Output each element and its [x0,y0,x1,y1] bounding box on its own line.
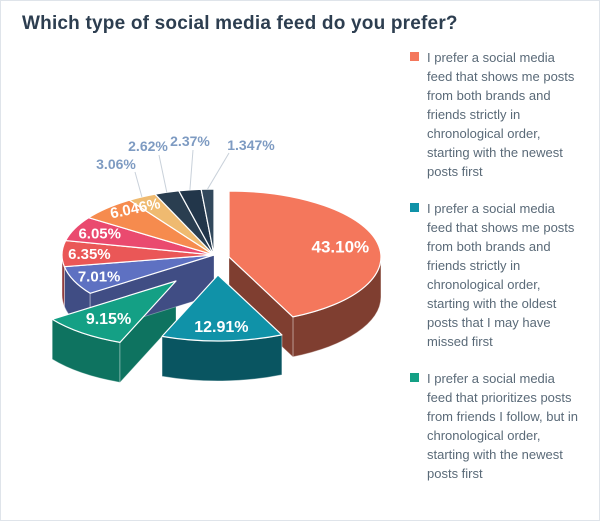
legend-swatch-icon [410,203,419,212]
legend-label: I prefer a social media feed that shows … [427,201,575,349]
slice-value-label: 9.15% [86,311,131,328]
pie-slice[interactable] [200,188,215,256]
callout-line [158,154,168,193]
legend-label: I prefer a social media feed that priori… [427,371,579,481]
legend: I prefer a social media feed that shows … [410,48,592,483]
callout-line [189,149,194,190]
slice-value-label: 2.62% [128,138,168,154]
legend-swatch-icon [410,52,419,61]
pie-slice[interactable] [228,190,382,318]
chart-title: Which type of social media feed do you p… [22,13,458,34]
pie-slice[interactable] [161,274,283,342]
legend-item[interactable]: I prefer a social media feed that shows … [410,48,592,181]
slice-value-label: 2.37% [170,133,210,149]
legend-item[interactable]: I prefer a social media feed that priori… [410,369,592,483]
legend-label: I prefer a social media feed that shows … [427,50,575,179]
callout-line [207,152,230,190]
slice-value-label: 7.01% [78,268,121,285]
slice-value-label: 12.91% [194,319,248,336]
pie-slice[interactable] [51,280,177,343]
slice-value-label: 6.05% [78,226,121,243]
slice-value-label: 6.35% [68,246,111,263]
legend-swatch-icon [410,373,419,382]
callout-line [134,171,143,198]
slice-value-label: 3.06% [96,156,136,172]
legend-item[interactable]: I prefer a social media feed that shows … [410,199,592,351]
slice-value-label: 1.347% [227,137,275,153]
slice-value-label: 43.10% [311,237,369,256]
pie-slice-side [161,334,283,382]
